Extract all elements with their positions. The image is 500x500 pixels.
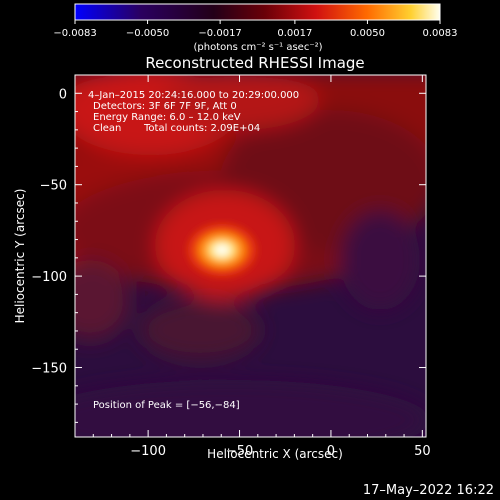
y-axis-label: Heliocentric Y (arcsec) (13, 189, 27, 324)
y-tick-label: 0 (59, 87, 67, 102)
colorbar-tick-label: −0.0083 (53, 28, 96, 39)
x-tick-label: 50 (414, 444, 431, 459)
footer-timestamp: 17–May–2022 16:22 (363, 483, 494, 498)
x-axis-label: Heliocentric X (arcsec) (207, 447, 343, 461)
y-tick-label: −150 (31, 362, 67, 377)
annotation-energy: Energy Range: 6.0 – 12.0 keV (93, 112, 241, 123)
colorbar-tick-label: −0.0017 (198, 28, 241, 39)
x-tick-label: −50 (226, 444, 253, 459)
colorbar-tick-label: 0.0017 (277, 28, 312, 39)
x-tick-label: −100 (130, 444, 166, 459)
colorbar-units: (photons cm⁻² s⁻¹ asec⁻²) (193, 42, 322, 53)
annotation-counts: Total counts: 2.09E+04 (143, 123, 260, 134)
annotation-detectors: Detectors: 3F 6F 7F 9F, Att 0 (93, 101, 237, 112)
annotation-time: 4–Jan–2015 20:24:16.000 to 20:29:00.000 (88, 90, 299, 101)
colorbar-ticks: −0.0083 −0.0050 −0.0017 0.0017 0.0050 0.0083 (53, 20, 458, 39)
colorbar (74, 3, 441, 21)
colorbar-tick-label: 0.0050 (350, 28, 385, 39)
y-tick-label: −50 (40, 179, 67, 194)
chart-title: Reconstructed RHESSI Image (145, 54, 364, 72)
y-tick-label: −100 (31, 270, 67, 285)
annotation-method: Clean (93, 123, 121, 134)
heatmap-image (75, 75, 426, 437)
colorbar-tick-label: 0.0083 (423, 28, 458, 39)
annotation-peak: Position of Peak = [−56,−84] (93, 400, 240, 411)
plot-frame (74, 74, 427, 438)
x-axis-ticks: −100 −50 0 50 (92, 75, 431, 459)
y-axis-ticks: 0 −50 −100 −150 (31, 74, 426, 423)
colorbar-tick-label: −0.0050 (126, 28, 169, 39)
x-tick-label: 0 (327, 444, 335, 459)
